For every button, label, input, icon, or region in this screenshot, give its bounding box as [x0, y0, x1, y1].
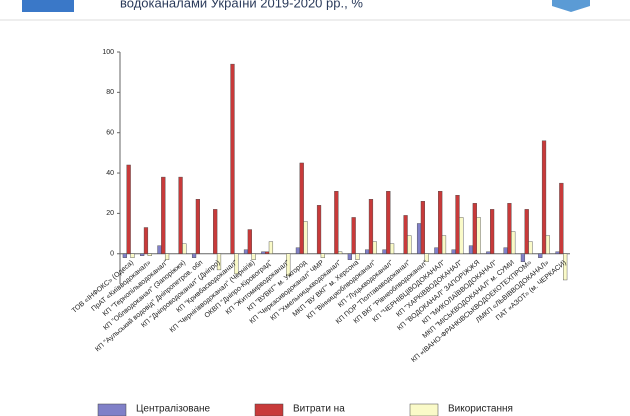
bar — [382, 249, 387, 254]
bar — [143, 227, 149, 254]
bar — [295, 247, 301, 254]
bar — [265, 251, 270, 254]
bar — [261, 251, 266, 254]
bar — [316, 205, 322, 254]
figure-tab — [22, 0, 74, 12]
bar — [182, 243, 187, 254]
bar — [147, 253, 152, 256]
bar — [386, 190, 391, 254]
bar — [468, 245, 474, 254]
bar — [455, 195, 460, 254]
bar — [503, 247, 508, 254]
bar — [451, 249, 456, 254]
bar — [338, 251, 343, 254]
legend-label: Використання — [448, 404, 513, 415]
bar — [122, 253, 127, 258]
bar — [403, 215, 408, 254]
bar — [243, 249, 249, 254]
bar — [438, 190, 443, 254]
legend-swatch — [254, 403, 284, 416]
bar — [541, 140, 547, 254]
bar — [195, 199, 200, 254]
bar — [347, 253, 352, 260]
bar — [365, 249, 370, 254]
bar — [372, 241, 377, 254]
bar — [528, 241, 533, 254]
y-tick-label: 0 — [110, 251, 114, 258]
bar — [299, 162, 304, 254]
bar — [420, 201, 425, 254]
bar — [351, 217, 356, 254]
legend-label: Централізоване — [136, 404, 211, 415]
bar — [416, 223, 422, 254]
bar — [507, 203, 512, 254]
legend-swatch — [409, 403, 439, 416]
bar — [140, 253, 145, 256]
y-tick-label: 40 — [106, 170, 114, 177]
bar — [476, 217, 481, 254]
bar — [441, 235, 447, 254]
bar — [126, 164, 131, 254]
bar — [320, 253, 325, 258]
chart-title: водоканалами України 2019-2020 рр., % — [120, 0, 363, 10]
bar — [472, 203, 477, 254]
bar — [268, 241, 274, 254]
bar — [511, 231, 516, 254]
bar — [559, 182, 564, 254]
bar — [216, 253, 222, 271]
bar — [178, 176, 183, 254]
y-tick-label: 60 — [106, 130, 114, 137]
bar — [161, 176, 166, 254]
bar — [230, 63, 235, 254]
bar — [191, 253, 197, 258]
bar — [368, 199, 374, 254]
bar — [334, 190, 339, 254]
bar — [247, 229, 252, 254]
bar — [251, 253, 256, 260]
bar — [213, 209, 218, 254]
bar — [555, 251, 560, 254]
bar — [164, 253, 170, 260]
bar — [486, 251, 491, 254]
bar — [520, 253, 526, 263]
bar — [157, 245, 162, 254]
bar — [524, 209, 529, 254]
legend-label: Витрати на — [293, 404, 345, 415]
bar — [538, 253, 543, 258]
bar — [459, 217, 464, 254]
bar — [286, 253, 291, 277]
bar — [490, 209, 495, 254]
corner-icon — [552, 0, 590, 12]
bar — [434, 247, 439, 254]
y-tick-label: 100 — [102, 49, 114, 56]
bar — [303, 221, 308, 254]
legend-swatch — [97, 403, 127, 416]
bar — [545, 235, 550, 254]
bar — [234, 253, 239, 275]
bar — [407, 235, 412, 254]
bar — [389, 243, 395, 254]
y-tick-label: 80 — [106, 89, 114, 96]
y-tick-label: 20 — [106, 210, 114, 217]
bar — [424, 253, 429, 263]
bar — [355, 253, 360, 260]
bar — [130, 253, 135, 258]
bar — [563, 253, 568, 281]
